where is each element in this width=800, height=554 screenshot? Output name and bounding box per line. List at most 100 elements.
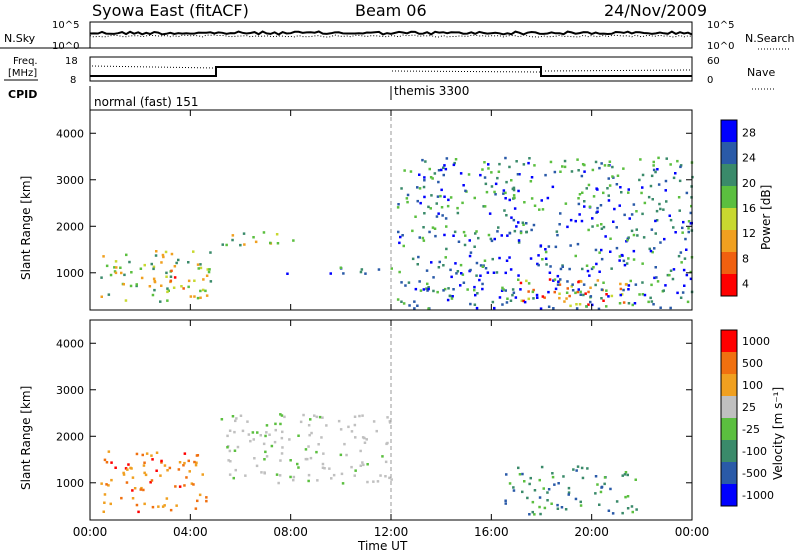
power-cell: [402, 244, 405, 248]
power-cell: [426, 282, 429, 286]
power-cell: [196, 263, 200, 266]
velocity-cell: [543, 506, 547, 510]
power-cell: [634, 283, 638, 286]
power-cell: [447, 198, 450, 202]
power-cell: [607, 177, 610, 180]
velocity-cell: [634, 478, 637, 481]
power-cell: [425, 269, 429, 272]
velocity-cell: [163, 504, 166, 507]
power-colorbar: 28 24 20 16 12 8 4 Power [dB]: [720, 119, 773, 297]
velocity-cell: [279, 422, 282, 426]
power-cell: [508, 165, 511, 169]
power-cell: [429, 176, 433, 179]
velocity-cell: [233, 449, 237, 452]
power-cell: [554, 245, 558, 249]
power-cell: [583, 163, 586, 167]
power-cell: [585, 305, 588, 308]
power-cell: [153, 280, 157, 284]
power-cell: [495, 271, 499, 274]
power-cell: [439, 194, 442, 198]
velocity-cell: [353, 423, 357, 427]
power-cell: [490, 239, 494, 243]
power-cell: [669, 218, 673, 222]
power-cell: [187, 279, 191, 283]
power-cell: [612, 220, 615, 223]
velocity-cell: [504, 499, 507, 502]
power-cell: [479, 264, 483, 267]
power-cell: [687, 230, 690, 234]
power-cell: [594, 283, 597, 287]
power-cell: [574, 291, 577, 295]
power-cell: [583, 170, 586, 173]
power-cell: [600, 257, 604, 261]
power-cell: [479, 274, 482, 277]
velocity-cell: [328, 467, 331, 470]
velocity-cell: [354, 469, 357, 472]
velocity-cell: [504, 502, 507, 505]
power-cell: [522, 299, 525, 303]
power-cell: [600, 227, 604, 230]
power-cell: [416, 199, 419, 203]
power-cell: [544, 248, 547, 251]
velocity-cell: [322, 452, 325, 455]
power-cell: [654, 266, 657, 269]
cpid-label: CPID: [8, 88, 37, 101]
power-cell: [632, 203, 636, 206]
power-cell: [505, 259, 509, 262]
power-cell: [569, 218, 573, 222]
velocity-cell: [560, 506, 564, 509]
velocity-cell: [359, 464, 362, 467]
power-cell: [429, 207, 432, 210]
power-cell: [581, 267, 584, 271]
velocity-cell: [611, 512, 615, 515]
power-cell: [512, 186, 516, 190]
power-cell: [685, 273, 689, 277]
power-cell: [505, 180, 508, 184]
velocity-cell: [307, 424, 311, 427]
power-cell: [416, 304, 419, 307]
velocity-ytick-label: 4000: [56, 337, 84, 350]
power-cell: [159, 300, 162, 303]
power-cell: [475, 274, 478, 277]
power-cell: [521, 221, 525, 224]
power-cell: [591, 217, 594, 220]
colorbar-swatch: [721, 374, 737, 396]
power-cell: [487, 163, 490, 166]
velocity-cell: [343, 442, 346, 446]
velocity-cell: [129, 466, 132, 470]
velocity-cell: [528, 513, 531, 516]
power-cell: [115, 266, 118, 269]
x-tick-label: 00:00: [675, 525, 710, 539]
power-cell: [594, 160, 598, 164]
velocity-cell: [603, 482, 606, 486]
power-cell: [582, 283, 586, 286]
velocity-cell: [321, 466, 325, 469]
velocity-cell: [275, 473, 279, 476]
power-cell: [517, 274, 520, 277]
power-cell: [483, 176, 487, 179]
velocity-cell: [551, 472, 554, 475]
power-cell: [676, 291, 679, 295]
power-cell: [243, 243, 246, 246]
power-cell: [552, 279, 555, 282]
velocity-cell: [379, 474, 382, 477]
power-cell: [685, 248, 688, 251]
power-cell: [192, 250, 195, 253]
velocity-cell: [579, 504, 583, 507]
power-cell: [596, 210, 599, 213]
power-cell: [530, 197, 534, 200]
power-cell: [422, 288, 426, 291]
velocity-cell: [151, 505, 155, 509]
power-cell: [558, 223, 561, 226]
power-cell: [208, 268, 211, 271]
power-cell: [638, 178, 641, 182]
velocity-cell: [198, 493, 202, 497]
velocity-cell: [183, 484, 186, 487]
velocity-colorbar-label: Velocity [m s⁻¹]: [771, 387, 785, 480]
power-cell: [430, 194, 433, 197]
velocity-cell: [235, 417, 238, 420]
power-cell: [109, 273, 113, 277]
velocity-cell: [594, 475, 598, 478]
velocity-cell: [270, 444, 274, 448]
power-cell: [165, 275, 168, 278]
